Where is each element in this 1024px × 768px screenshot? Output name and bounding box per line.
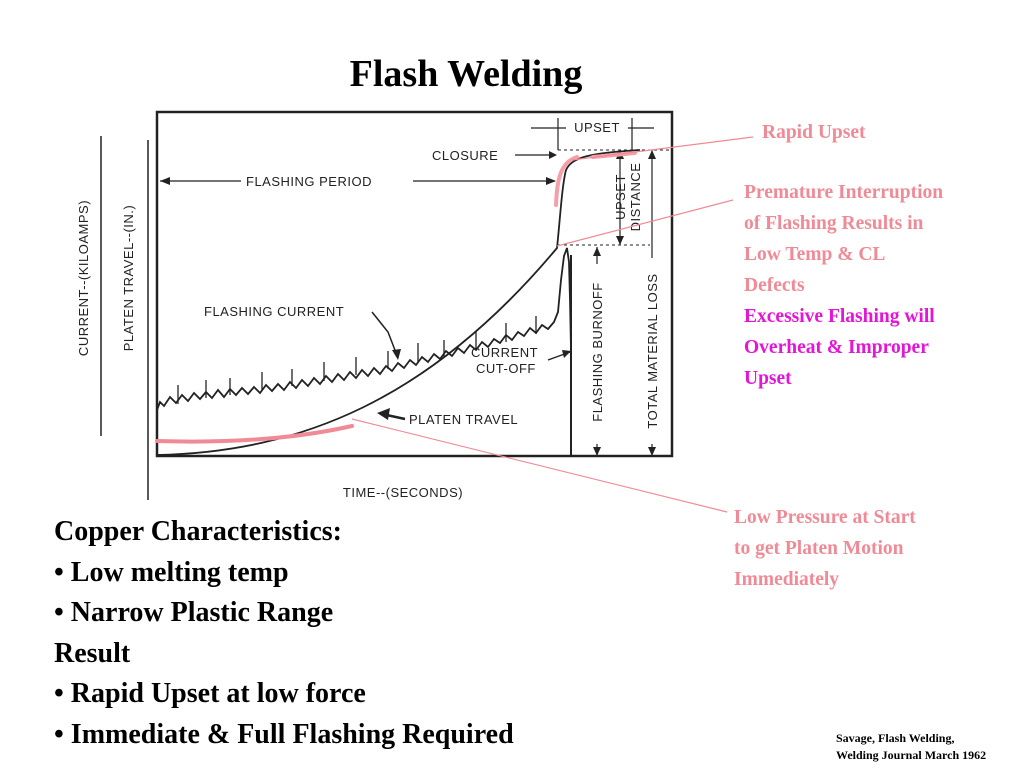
citation-line-2: Welding Journal March 1962	[836, 748, 987, 762]
premature-line-2: of Flashing Results in	[744, 213, 924, 234]
current-cutoff-label-2: CUT-OFF	[476, 361, 536, 376]
upset-label: UPSET	[574, 120, 620, 135]
result-item: • Immediate & Full Flashing Required	[54, 718, 514, 750]
low-pressure-leader	[351, 418, 728, 513]
platen-travel-curve	[156, 149, 641, 456]
characteristics-item: • Low melting temp	[54, 556, 289, 588]
premature-excessive-note: Premature Interruption of Flashing Resul…	[744, 177, 943, 394]
premature-line-3: Low Temp & CL	[744, 244, 886, 265]
platen-travel-label: PLATEN TRAVEL	[409, 412, 518, 427]
premature-line-4: Defects	[744, 275, 805, 296]
excessive-line-3: Upset	[744, 368, 792, 389]
excessive-line-1: Excessive Flashing will	[744, 306, 935, 327]
y-axis-label-current: CURRENT--(KILOAMPS)	[76, 200, 91, 356]
y-axis-label-travel: PLATEN TRAVEL--(IN.)	[121, 205, 136, 352]
flashing-current-label: FLASHING CURRENT	[204, 304, 344, 319]
premature-leader	[556, 199, 734, 247]
closure-label: CLOSURE	[432, 148, 498, 163]
low-pressure-line-3: Immediately	[734, 569, 840, 590]
low-pressure-note: Low Pressure at Start to get Platen Moti…	[734, 502, 916, 595]
x-axis-label: TIME--(SECONDS)	[343, 485, 463, 500]
flashing-current-curve	[156, 247, 572, 411]
flashing-period-label: FLASHING PERIOD	[246, 174, 372, 189]
low-pressure-line-1: Low Pressure at Start	[734, 507, 916, 528]
rapid-upset-note: Rapid Upset	[762, 117, 865, 148]
rapid-upset-text: Rapid Upset	[762, 122, 866, 143]
result-heading: Result	[54, 637, 131, 669]
characteristics-heading: Copper Characteristics:	[54, 516, 342, 547]
total-material-loss-label: TOTAL MATERIAL LOSS	[645, 273, 660, 428]
rapid-upset-leader	[571, 136, 754, 161]
page-title: Flash Welding	[349, 53, 583, 95]
low-pressure-line-2: to get Platen Motion	[734, 538, 904, 559]
result-item: • Rapid Upset at low force	[54, 678, 366, 709]
current-cutoff-label: CURRENT	[471, 345, 538, 360]
low-pressure-highlight	[155, 424, 354, 444]
premature-line-1: Premature Interruption	[744, 182, 944, 203]
upset-distance-label-2: DISTANCE	[628, 163, 643, 232]
plot-frame	[155, 110, 674, 458]
upset-distance-label: UPSET	[613, 174, 628, 220]
excessive-line-2: Overheat & Improper	[744, 337, 929, 358]
characteristics-item: • Narrow Plastic Range	[54, 597, 334, 628]
citation-line-1: Savage, Flash Welding,	[836, 731, 955, 745]
rapid-upset-highlight	[554, 155, 579, 207]
copper-characteristics: Copper Characteristics: • Low melting te…	[54, 512, 514, 755]
flashing-burnoff-label: FLASHING BURNOFF	[590, 282, 605, 421]
citation: Savage, Flash Welding, Welding Journal M…	[836, 730, 986, 764]
